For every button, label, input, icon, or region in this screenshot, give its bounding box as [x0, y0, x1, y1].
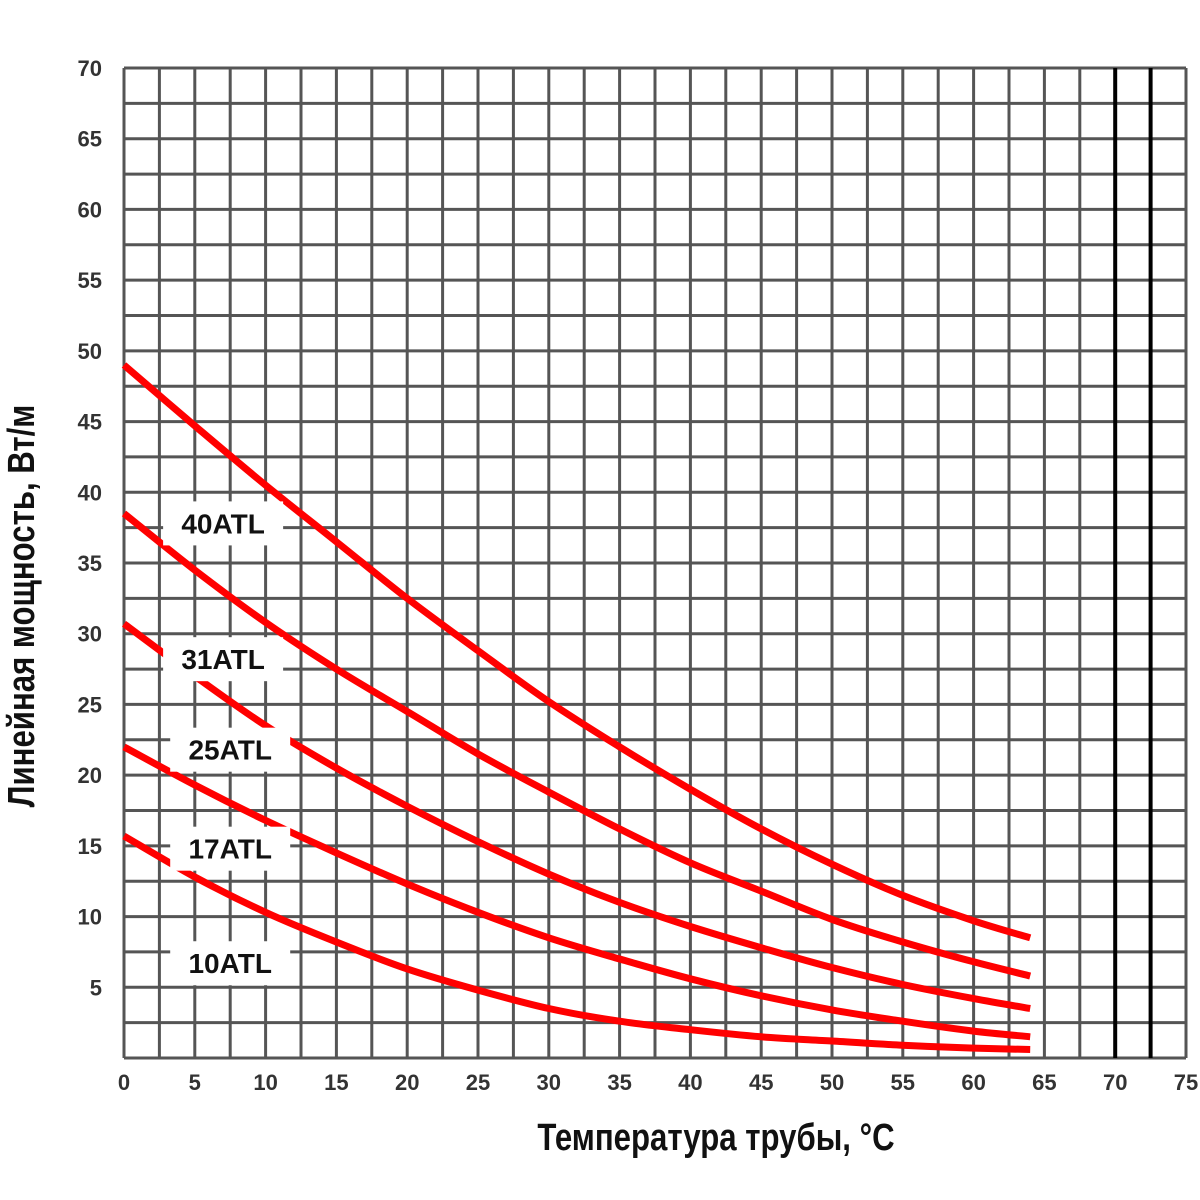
x-tick-label: 25: [466, 1070, 490, 1095]
series-label-17atl: 17ATL: [170, 826, 291, 871]
series-label-10atl: 10ATL: [170, 941, 291, 986]
series-line-17atl: [122, 743, 1031, 1041]
series-line-40atl: [121, 362, 1032, 942]
x-axis-ticks: 0 5 10 15 20 25 30 35 40 45 50 55 60 65 70 75: [118, 1070, 1198, 1095]
series-label-text: 17ATL: [188, 834, 272, 865]
x-tick-label: 45: [749, 1070, 773, 1095]
y-tick-label: 65: [78, 127, 102, 152]
y-tick-label: 35: [78, 551, 102, 576]
x-tick-label: 20: [395, 1070, 419, 1095]
y-tick-label: 55: [78, 268, 102, 293]
y-tick-label: 25: [78, 692, 102, 717]
x-tick-label: 40: [678, 1070, 702, 1095]
x-tick-label: 35: [607, 1070, 631, 1095]
y-tick-label: 10: [78, 905, 102, 930]
y-tick-label: 20: [78, 763, 102, 788]
series-label-text: 31ATL: [181, 644, 265, 675]
series-label-background: [170, 826, 291, 871]
x-tick-label: 65: [1032, 1070, 1056, 1095]
series-label-31atl: 31ATL: [163, 637, 284, 682]
y-tick-label: 50: [78, 339, 102, 364]
series-curves: [121, 362, 1032, 1053]
series-label-40atl: 40ATL: [163, 501, 284, 546]
y-tick-label: 15: [78, 834, 102, 859]
series-labels: 40ATL 31ATL 25ATL 17ATL 10ATL: [163, 501, 291, 986]
x-axis-title: Температура трубы, °С: [537, 1117, 894, 1159]
x-tick-label: 75: [1174, 1070, 1198, 1095]
y-tick-label: 30: [78, 622, 102, 647]
series-label-background: [170, 727, 291, 772]
y-tick-label: 70: [78, 56, 102, 81]
series-line-10atl: [122, 832, 1031, 1053]
x-tick-label: 10: [253, 1070, 277, 1095]
x-tick-label: 0: [118, 1070, 130, 1095]
series-line-25atl: [121, 620, 1031, 1012]
y-tick-label: 5: [90, 975, 102, 1000]
series-label-text: 25ATL: [188, 735, 272, 766]
series-label-25atl: 25ATL: [170, 727, 291, 772]
y-axis-ticks: 5 10 15 20 25 30 35 40 45 50 55 60 65 70: [78, 56, 102, 1000]
x-tick-label: 60: [961, 1070, 985, 1095]
y-tick-label: 45: [78, 410, 102, 435]
series-label-text: 10ATL: [188, 948, 272, 979]
series-label-background: [163, 637, 284, 682]
x-tick-label: 15: [324, 1070, 348, 1095]
y-tick-label: 40: [78, 480, 102, 505]
x-tick-label: 5: [189, 1070, 201, 1095]
highlight-lines: [1113, 68, 1153, 1058]
x-tick-label: 70: [1103, 1070, 1127, 1095]
series-label-background: [170, 941, 291, 986]
x-tick-label: 55: [891, 1070, 915, 1095]
y-axis-title: Линейная мощность, Вт/м: [1, 405, 43, 808]
series-line-31atl: [121, 510, 1032, 980]
y-tick-label: 60: [78, 197, 102, 222]
series-label-text: 40ATL: [181, 508, 265, 539]
series-label-background: [163, 501, 284, 546]
x-tick-label: 50: [820, 1070, 844, 1095]
grid: [122, 66, 1188, 1060]
x-tick-label: 30: [537, 1070, 561, 1095]
